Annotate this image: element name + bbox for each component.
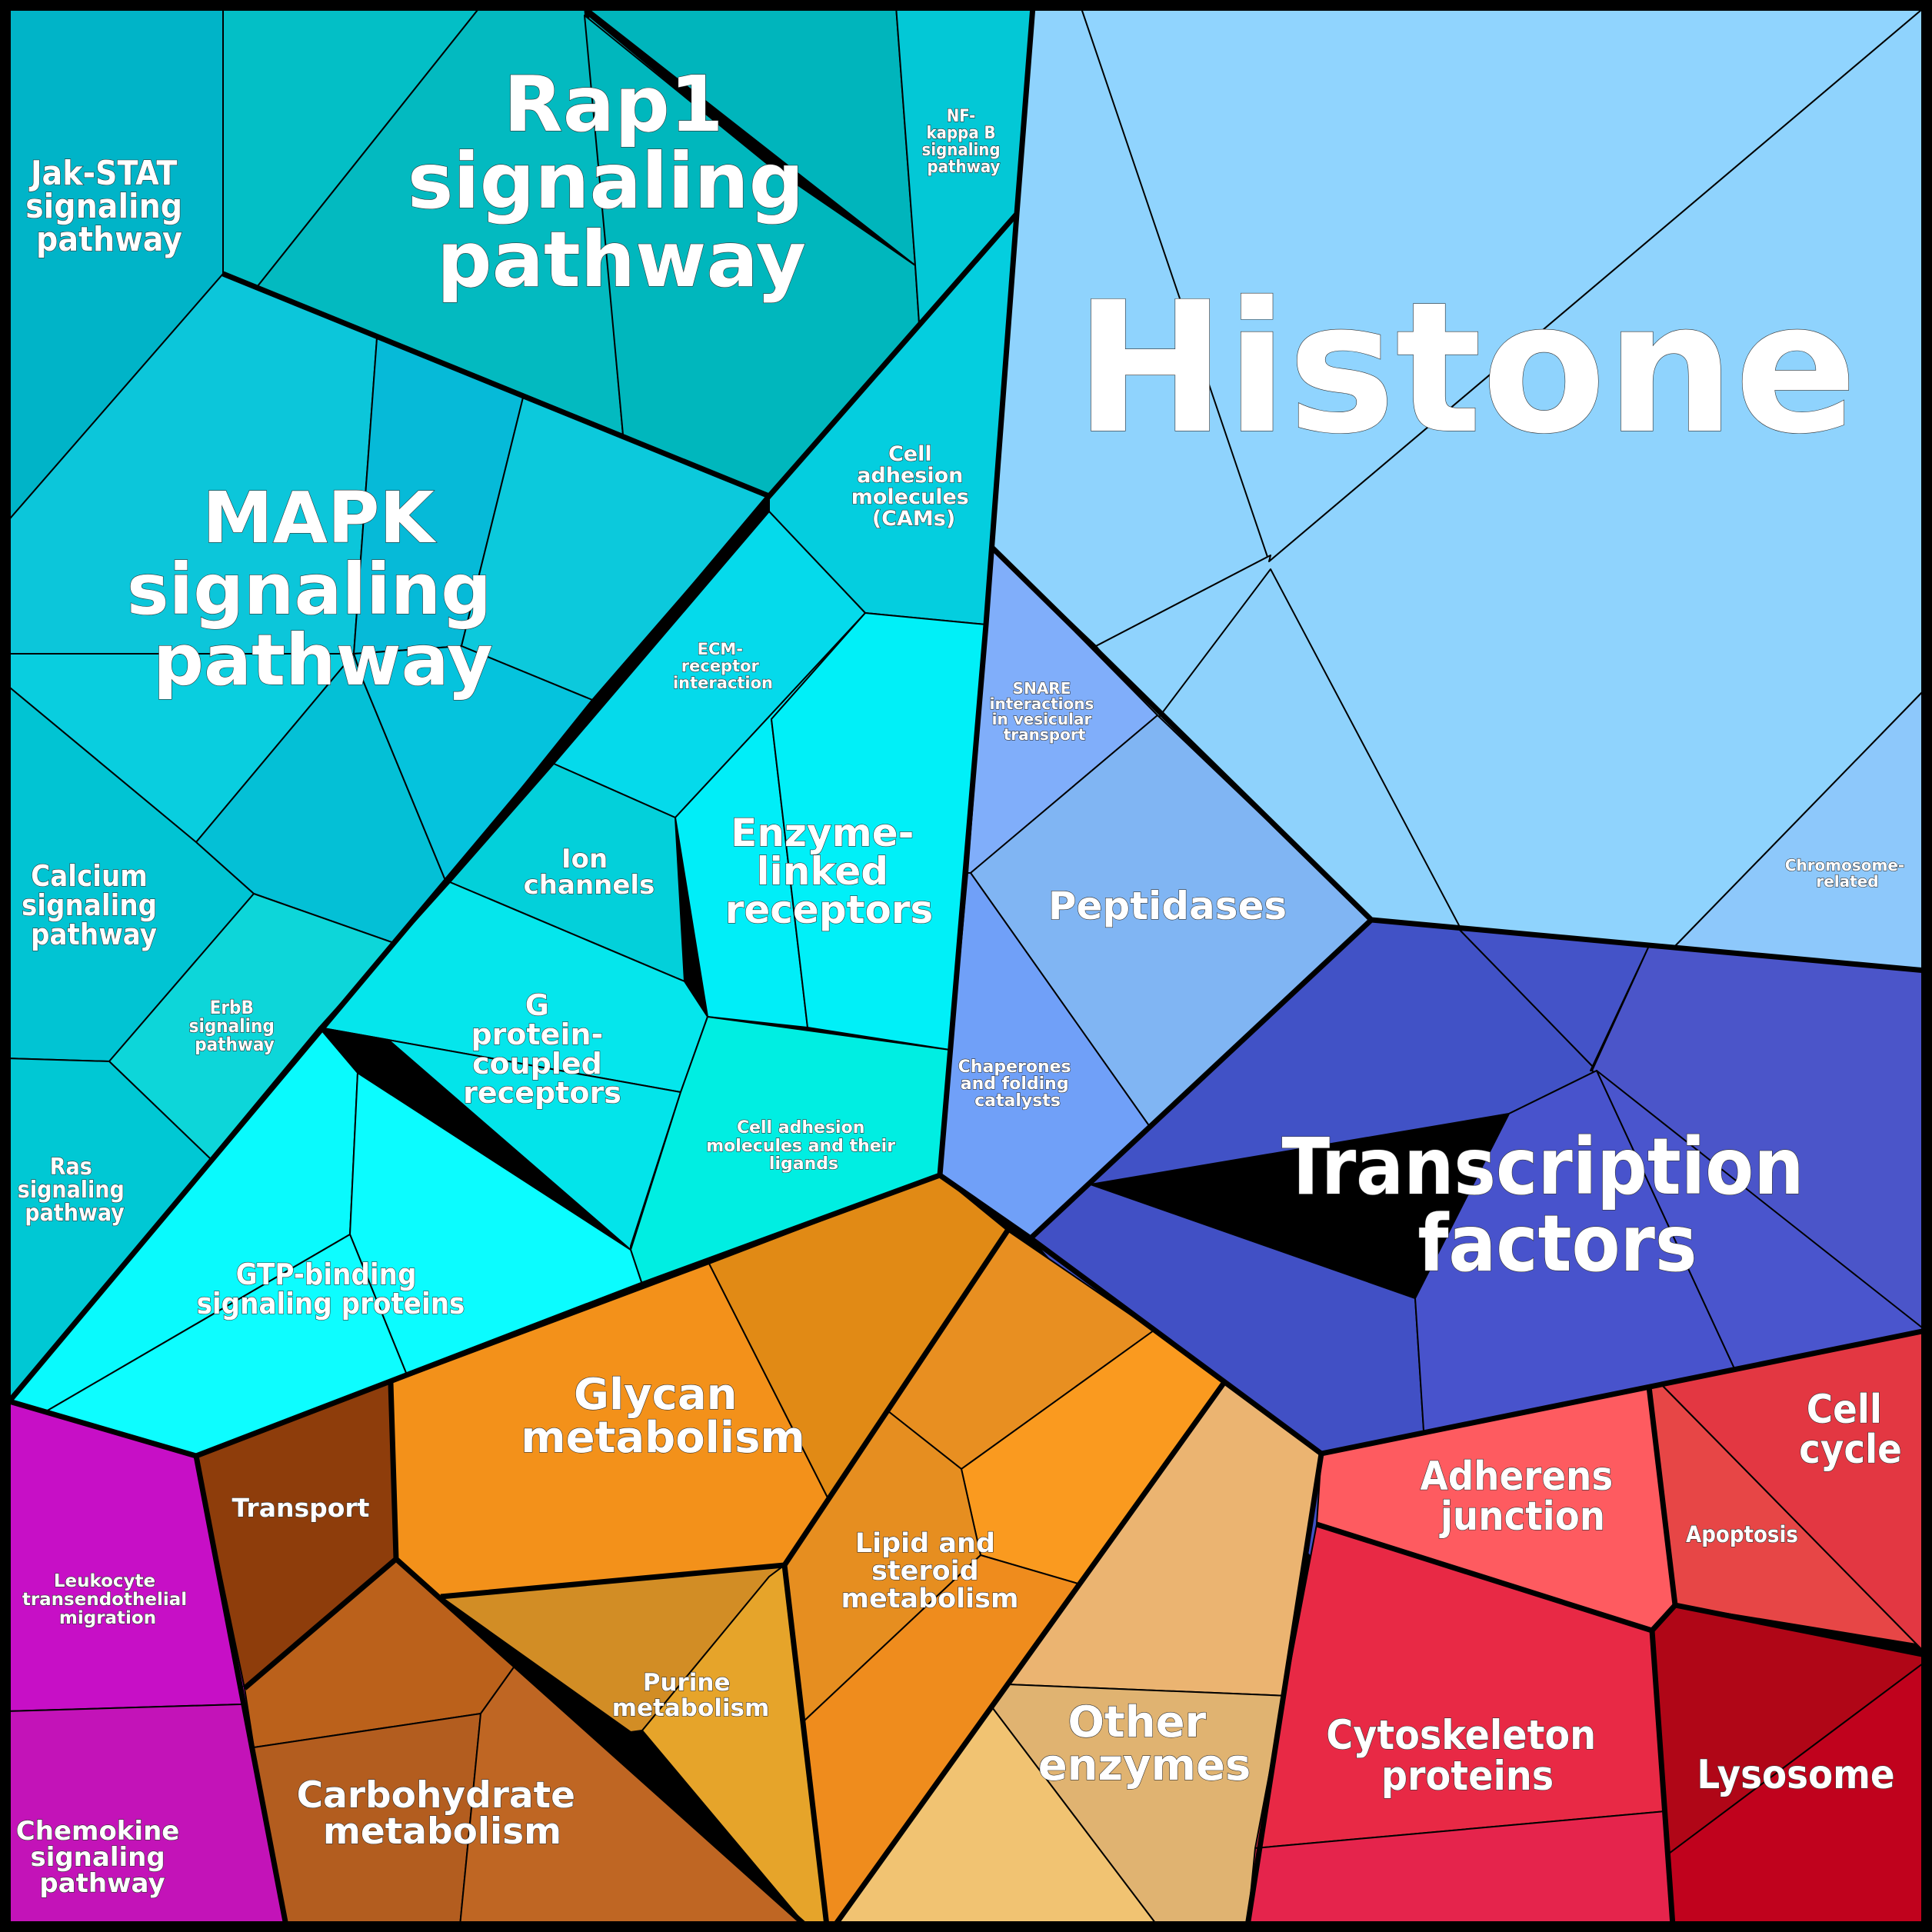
label-lipid: Lipid and steroid metabolism <box>841 1528 1019 1614</box>
label-calcium: Calcium signaling pathway <box>22 859 166 951</box>
label-apoptosis: Apoptosis <box>1686 1521 1798 1547</box>
label-transport: Transport <box>232 1493 370 1523</box>
label-erbb: ErbB signaling pathway <box>189 997 281 1055</box>
label-chemokine: Chemokine signaling pathway <box>16 1816 188 1899</box>
label-glycan: Glycan metabolism <box>521 1370 805 1463</box>
label-carbohydrate: Carbohydrate metabolism <box>297 1774 588 1853</box>
label-leukocyte: Leukocyte transendothelial migration <box>22 1571 193 1628</box>
label-nf-kappa-b: NF- kappa B signaling pathway <box>922 107 1006 177</box>
label-purine: Purine metabolism <box>612 1669 770 1722</box>
label-cytoskeleton: Cytoskeleton proteins <box>1326 1712 1608 1800</box>
label-ion-channels: Ion channels <box>524 844 655 901</box>
label-chromosome-related: Chromosome- related <box>1785 856 1910 891</box>
label-transcription-factors: Transcription factors <box>1282 1121 1829 1290</box>
label-histone: Histone <box>1074 264 1857 474</box>
group-chromatin <box>991 5 1927 971</box>
label-jak-stat: Jak-STAT signaling pathway <box>25 154 193 259</box>
label-adherens-junction: Adherens junction <box>1420 1454 1625 1540</box>
group-borders <box>7 5 1927 1928</box>
label-rap1: Rap1 signaling pathway <box>408 59 831 305</box>
label-chaperones: Chaperones and folding catalysts <box>958 1058 1078 1111</box>
label-gpcr: G protein- coupled receptors <box>463 988 621 1110</box>
label-cams: Cell adhesion molecules (CAMs) <box>851 442 977 531</box>
group-receptors <box>8 213 1018 1457</box>
cell-enzyme-linked-b[interactable] <box>771 612 987 1051</box>
label-snare: SNARE interactions in vesicular transpor… <box>990 679 1100 744</box>
label-ras: Ras signaling pathway <box>18 1154 132 1227</box>
label-other-enzymes: Other enzymes <box>1038 1697 1251 1790</box>
labels: Rap1 signaling pathway Jak-STAT signalin… <box>15 58 1910 1899</box>
label-ecm-receptor: ECM- receptor interaction <box>673 640 773 692</box>
label-mapk: MAPK signaling pathway <box>127 477 516 701</box>
label-peptidases: Peptidases <box>1048 884 1287 928</box>
label-lysosome: Lysosome <box>1697 1752 1894 1798</box>
label-cell-cycle: Cell cycle <box>1799 1387 1902 1473</box>
label-gtp-binding: GTP-binding signaling proteins <box>197 1257 465 1321</box>
label-cell-adhesion-ligands: Cell adhesion molecules and their ligand… <box>706 1118 901 1174</box>
label-enzyme-linked-receptors: Enzyme- linked receptors <box>725 811 934 932</box>
